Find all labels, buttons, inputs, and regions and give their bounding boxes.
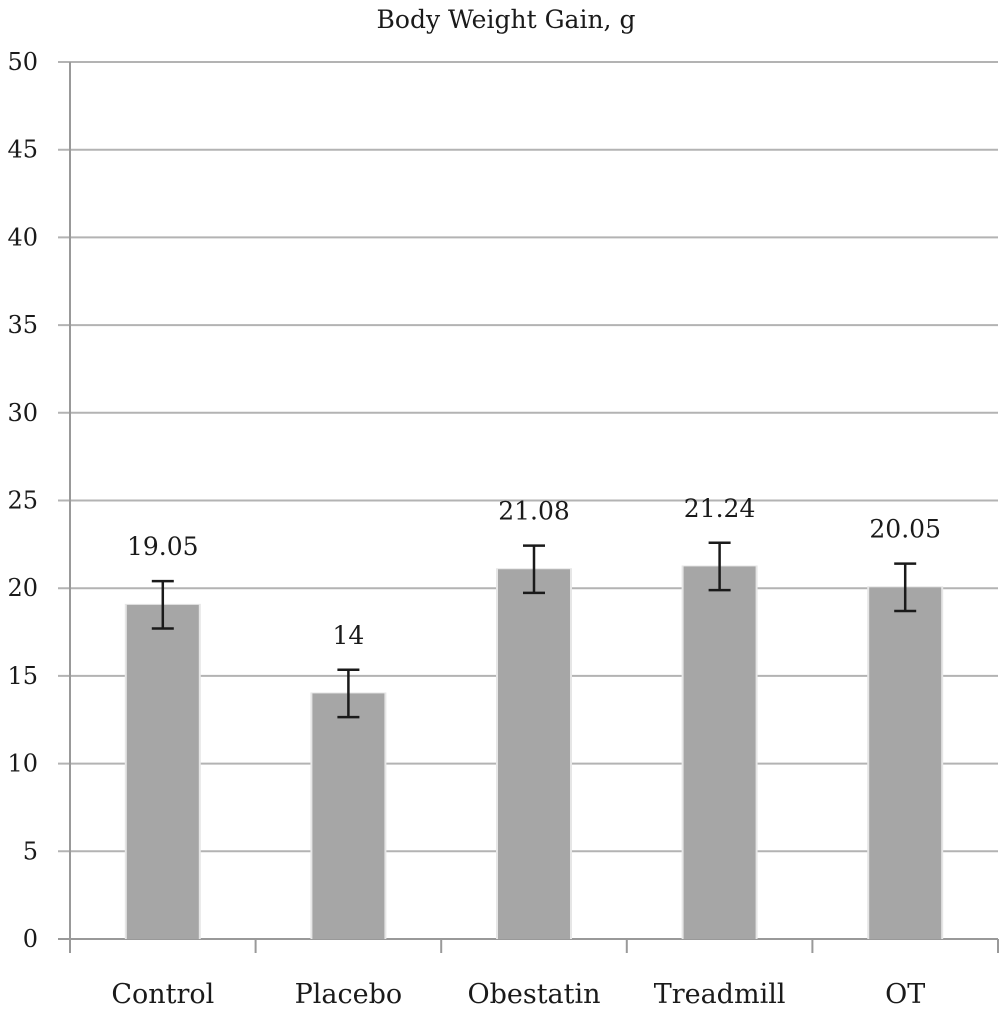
y-tick-label: 0 (23, 925, 38, 953)
x-tick-label: Treadmill (654, 979, 786, 1010)
y-tick-label: 10 (7, 750, 38, 778)
y-tick-label: 5 (23, 837, 38, 865)
x-axis-labels: Control Placebo Obestatin Treadmill OT (111, 979, 925, 1010)
y-tick-label: 30 (7, 399, 38, 427)
x-tick-label: Control (111, 979, 214, 1010)
y-tick-label: 45 (7, 136, 38, 164)
bar (498, 569, 570, 939)
bar (126, 604, 199, 939)
chart-title: Body Weight Gain, g (377, 5, 636, 34)
y-axis-ticks: 0 5 10 15 20 25 30 35 40 45 50 (7, 48, 38, 953)
y-tick-label: 40 (7, 223, 38, 251)
y-tick-label: 20 (7, 574, 38, 602)
bar (683, 566, 756, 939)
data-label: 20.05 (869, 515, 941, 544)
bars (124, 565, 944, 939)
data-label: 14 (332, 621, 364, 650)
x-tick-label: Obestatin (467, 979, 600, 1010)
data-label: 21.08 (498, 497, 570, 526)
data-labels: 19.05 14 21.08 21.24 20.05 (127, 494, 941, 650)
x-tick-label: Placebo (295, 979, 403, 1010)
bar (869, 587, 942, 939)
y-tick-label: 35 (7, 311, 38, 339)
x-tick-label: OT (885, 979, 925, 1010)
gridlines (58, 61, 998, 853)
y-tick-label: 15 (7, 662, 38, 690)
error-bars (151, 541, 917, 719)
y-tick-label: 50 (7, 48, 38, 76)
data-label: 21.24 (684, 494, 756, 523)
y-tick-label: 25 (7, 487, 38, 515)
data-label: 19.05 (127, 532, 199, 561)
bar (312, 693, 385, 939)
